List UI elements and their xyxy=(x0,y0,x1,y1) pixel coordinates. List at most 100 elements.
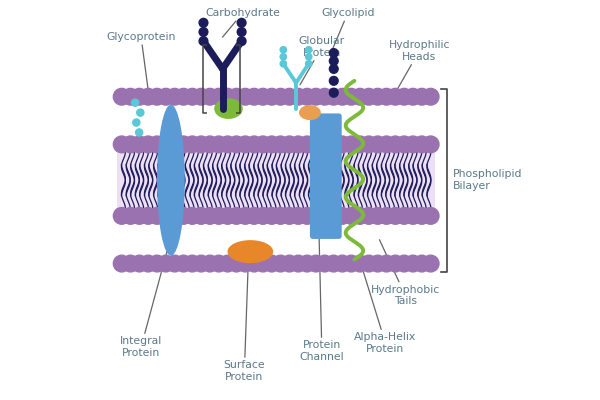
Circle shape xyxy=(422,88,439,105)
Circle shape xyxy=(202,208,218,224)
Circle shape xyxy=(413,136,430,153)
Circle shape xyxy=(422,208,439,224)
Circle shape xyxy=(272,208,289,224)
Circle shape xyxy=(113,136,130,153)
Circle shape xyxy=(387,88,404,105)
Ellipse shape xyxy=(299,105,321,120)
FancyBboxPatch shape xyxy=(310,114,342,171)
Ellipse shape xyxy=(157,105,185,256)
Circle shape xyxy=(316,88,333,105)
Circle shape xyxy=(136,129,143,136)
Circle shape xyxy=(113,255,130,272)
Circle shape xyxy=(237,18,246,27)
Circle shape xyxy=(237,88,254,105)
Circle shape xyxy=(378,208,395,224)
Circle shape xyxy=(352,208,368,224)
Circle shape xyxy=(281,136,298,153)
Circle shape xyxy=(246,136,262,153)
Circle shape xyxy=(237,255,254,272)
Circle shape xyxy=(211,255,227,272)
Circle shape xyxy=(396,136,413,153)
Circle shape xyxy=(166,88,183,105)
Circle shape xyxy=(219,208,236,224)
Circle shape xyxy=(140,208,157,224)
Circle shape xyxy=(334,255,351,272)
Circle shape xyxy=(272,136,289,153)
Circle shape xyxy=(305,46,312,53)
Circle shape xyxy=(361,208,377,224)
Circle shape xyxy=(228,255,245,272)
Circle shape xyxy=(202,136,218,153)
Circle shape xyxy=(378,255,395,272)
Circle shape xyxy=(211,136,227,153)
Circle shape xyxy=(370,136,386,153)
Circle shape xyxy=(122,208,139,224)
Circle shape xyxy=(175,255,192,272)
Circle shape xyxy=(404,255,421,272)
Circle shape xyxy=(184,208,200,224)
Circle shape xyxy=(140,88,157,105)
Circle shape xyxy=(157,255,174,272)
Bar xyxy=(117,144,435,216)
Circle shape xyxy=(199,18,208,27)
Circle shape xyxy=(246,88,262,105)
Circle shape xyxy=(308,88,324,105)
Circle shape xyxy=(193,136,209,153)
Circle shape xyxy=(254,208,271,224)
Circle shape xyxy=(113,88,130,105)
Circle shape xyxy=(329,76,338,85)
Circle shape xyxy=(149,136,166,153)
Circle shape xyxy=(228,136,245,153)
Circle shape xyxy=(237,136,254,153)
Circle shape xyxy=(370,88,386,105)
Circle shape xyxy=(396,88,413,105)
Text: Glycolipid: Glycolipid xyxy=(321,8,374,49)
Circle shape xyxy=(378,88,395,105)
Circle shape xyxy=(370,255,386,272)
Circle shape xyxy=(122,136,139,153)
Circle shape xyxy=(404,136,421,153)
Ellipse shape xyxy=(214,98,243,119)
Circle shape xyxy=(343,88,359,105)
Circle shape xyxy=(325,88,342,105)
Circle shape xyxy=(305,60,312,67)
FancyBboxPatch shape xyxy=(314,160,337,192)
Circle shape xyxy=(316,208,333,224)
Circle shape xyxy=(149,208,166,224)
Text: Surface
Protein: Surface Protein xyxy=(224,260,265,382)
Circle shape xyxy=(157,208,174,224)
Circle shape xyxy=(361,136,377,153)
Circle shape xyxy=(219,88,236,105)
Circle shape xyxy=(157,88,174,105)
Circle shape xyxy=(122,88,139,105)
Circle shape xyxy=(228,208,245,224)
Circle shape xyxy=(343,255,359,272)
Circle shape xyxy=(263,255,280,272)
Circle shape xyxy=(329,49,338,57)
Circle shape xyxy=(131,255,148,272)
Circle shape xyxy=(290,88,307,105)
Text: Hydrophobic
Tails: Hydrophobic Tails xyxy=(371,240,440,306)
Circle shape xyxy=(228,88,245,105)
Circle shape xyxy=(272,88,289,105)
Circle shape xyxy=(281,255,298,272)
Circle shape xyxy=(334,88,351,105)
Circle shape xyxy=(272,255,289,272)
Circle shape xyxy=(211,88,227,105)
Circle shape xyxy=(237,208,254,224)
Text: Alpha-Helix
Protein: Alpha-Helix Protein xyxy=(354,260,416,354)
Circle shape xyxy=(396,255,413,272)
Circle shape xyxy=(113,208,130,224)
Circle shape xyxy=(387,208,404,224)
Circle shape xyxy=(199,28,208,36)
Text: Globular
Protein: Globular Protein xyxy=(299,36,345,85)
Circle shape xyxy=(131,208,148,224)
Circle shape xyxy=(422,255,439,272)
Circle shape xyxy=(140,136,157,153)
Circle shape xyxy=(422,136,439,153)
Circle shape xyxy=(290,136,307,153)
Circle shape xyxy=(396,208,413,224)
Circle shape xyxy=(254,136,271,153)
Circle shape xyxy=(316,136,333,153)
Circle shape xyxy=(137,109,144,116)
